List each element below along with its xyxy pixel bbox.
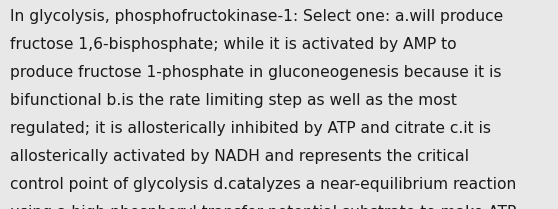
Text: produce fructose 1-phosphate in gluconeogenesis because it is: produce fructose 1-phosphate in gluconeo…	[10, 65, 502, 80]
Text: control point of glycolysis d.catalyzes a near-equilibrium reaction: control point of glycolysis d.catalyzes …	[10, 177, 516, 192]
Text: In glycolysis, phosphofructokinase-1: Select one: a.will produce: In glycolysis, phosphofructokinase-1: Se…	[10, 9, 503, 24]
Text: regulated; it is allosterically inhibited by ATP and citrate c.it is: regulated; it is allosterically inhibite…	[10, 121, 491, 136]
Text: allosterically activated by NADH and represents the critical: allosterically activated by NADH and rep…	[10, 149, 469, 164]
Text: bifunctional b.is the rate limiting step as well as the most: bifunctional b.is the rate limiting step…	[10, 93, 457, 108]
Text: fructose 1,6-bisphosphate; while it is activated by AMP to: fructose 1,6-bisphosphate; while it is a…	[10, 37, 456, 52]
Text: using a high phosphoryl transfer potential substrate to make ATP: using a high phosphoryl transfer potenti…	[10, 205, 516, 209]
